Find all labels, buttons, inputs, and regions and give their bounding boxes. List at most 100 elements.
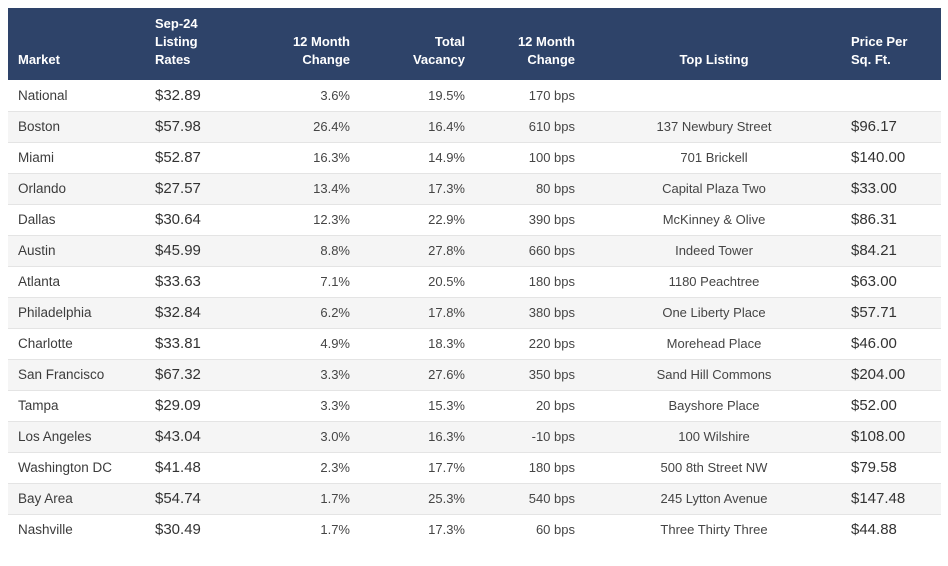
table-row: Tampa $29.09 3.3% 15.3% 20 bps Bayshore … (8, 389, 941, 421)
change-cell: 3.3% (263, 389, 358, 421)
vacancy-change-cell: 180 bps (473, 265, 583, 297)
table-row: Los Angeles $43.04 3.0% 16.3% -10 bps 10… (8, 420, 941, 452)
price-psf-cell: $33.00 (845, 172, 941, 204)
table-row: Charlotte $33.81 4.9% 18.3% 220 bps More… (8, 327, 941, 359)
rate-cell: $32.89 (155, 86, 201, 104)
table-row: Atlanta $33.63 7.1% 20.5% 180 bps 1180 P… (8, 265, 941, 297)
vacancy-cell: 16.3% (358, 420, 473, 452)
change-cell: 3.0% (263, 420, 358, 452)
vacancy-cell: 27.8% (358, 234, 473, 266)
top-listing-cell: Capital Plaza Two (583, 172, 845, 204)
price-psf-cell (845, 80, 941, 111)
rate-cell: $52.87 (148, 141, 263, 173)
top-listing-cell: Sand Hill Commons (583, 358, 845, 390)
change-cell: 6.2% (263, 296, 358, 328)
rate-cell: $54.74 (148, 482, 263, 514)
price-psf-cell: $52.00 (845, 389, 941, 421)
vacancy-change-cell: 20 bps (473, 389, 583, 421)
header-row: Market Sep-24 Listing Rates 12 Month Cha… (8, 8, 941, 80)
price-psf-cell: $140.00 (845, 141, 941, 173)
market-listing-table: Market Sep-24 Listing Rates 12 Month Cha… (8, 8, 941, 545)
price-psf-cell: $57.71 (845, 296, 941, 328)
price-psf-cell: $147.48 (845, 482, 941, 514)
column-header-market: Market (8, 8, 148, 80)
table-row: Boston $57.98 26.4% 16.4% 610 bps 137 Ne… (8, 110, 941, 142)
market-cell: San Francisco (8, 358, 148, 390)
change-cell: 3.6% (320, 87, 350, 103)
market-cell: Philadelphia (8, 296, 148, 328)
price-psf-cell: $63.00 (845, 265, 941, 297)
vacancy-change-cell: 80 bps (473, 172, 583, 204)
vacancy-cell: 15.3% (358, 389, 473, 421)
vacancy-cell: 20.5% (358, 265, 473, 297)
vacancy-cell: 27.6% (358, 358, 473, 390)
vacancy-change-cell: 170 bps (528, 87, 575, 103)
table-row: Philadelphia $32.84 6.2% 17.8% 380 bps O… (8, 296, 941, 328)
vacancy-change-cell: 100 bps (473, 141, 583, 173)
market-cell: Nashville (8, 513, 148, 545)
vacancy-cell: 17.3% (358, 513, 473, 545)
rate-cell: $30.49 (148, 513, 263, 545)
vacancy-cell: 25.3% (358, 482, 473, 514)
vacancy-change-cell: -10 bps (473, 420, 583, 452)
market-cell: Los Angeles (8, 420, 148, 452)
vacancy-cell: 18.3% (358, 327, 473, 359)
market-cell: Dallas (8, 203, 148, 235)
top-listing-cell: Bayshore Place (583, 389, 845, 421)
column-header-total-vacancy: Total Vacancy (358, 8, 473, 80)
top-listing-cell: Indeed Tower (583, 234, 845, 266)
market-cell: Miami (8, 141, 148, 173)
market-cell: National (18, 87, 68, 103)
vacancy-change-cell: 220 bps (473, 327, 583, 359)
market-cell: Boston (8, 110, 148, 142)
market-listing-table-container: Market Sep-24 Listing Rates 12 Month Cha… (8, 8, 941, 545)
price-psf-cell: $108.00 (845, 420, 941, 452)
price-psf-cell: $86.31 (845, 203, 941, 235)
change-cell: 16.3% (263, 141, 358, 173)
column-header-listing-rates: Sep-24 Listing Rates (148, 8, 263, 80)
vacancy-change-cell: 350 bps (473, 358, 583, 390)
top-listing-cell: Morehead Place (583, 327, 845, 359)
table-row: Dallas $30.64 12.3% 22.9% 390 bps McKinn… (8, 203, 941, 235)
rate-cell: $57.98 (148, 110, 263, 142)
vacancy-change-cell: 540 bps (473, 482, 583, 514)
table-row: National $32.89 3.6% 19.5% 170 bps (8, 80, 941, 111)
table-body: National $32.89 3.6% 19.5% 170 bps Bosto… (8, 80, 941, 545)
market-cell: Washington DC (8, 451, 148, 483)
vacancy-cell: 22.9% (358, 203, 473, 235)
column-header-12-month-change: 12 Month Change (263, 8, 358, 80)
price-psf-cell: $204.00 (845, 358, 941, 390)
column-header-vacancy-12-month-change: 12 Month Change (473, 8, 583, 80)
table-row: Austin $45.99 8.8% 27.8% 660 bps Indeed … (8, 234, 941, 266)
top-listing-cell: Three Thirty Three (583, 513, 845, 545)
top-listing-cell: 500 8th Street NW (583, 451, 845, 483)
table-row: Miami $52.87 16.3% 14.9% 100 bps 701 Bri… (8, 141, 941, 173)
market-cell: Atlanta (8, 265, 148, 297)
top-listing-cell: 100 Wilshire (583, 420, 845, 452)
top-listing-cell: 137 Newbury Street (583, 110, 845, 142)
top-listing-cell (583, 80, 845, 111)
market-cell: Orlando (8, 172, 148, 204)
rate-cell: $67.32 (148, 358, 263, 390)
vacancy-cell: 17.8% (358, 296, 473, 328)
top-listing-cell: 1180 Peachtree (583, 265, 845, 297)
change-cell: 13.4% (263, 172, 358, 204)
vacancy-change-cell: 380 bps (473, 296, 583, 328)
rate-cell: $43.04 (148, 420, 263, 452)
change-cell: 12.3% (263, 203, 358, 235)
table-row: Washington DC $41.48 2.3% 17.7% 180 bps … (8, 451, 941, 483)
change-cell: 4.9% (263, 327, 358, 359)
rate-cell: $45.99 (148, 234, 263, 266)
price-psf-cell: $84.21 (845, 234, 941, 266)
vacancy-cell: 16.4% (358, 110, 473, 142)
change-cell: 1.7% (263, 482, 358, 514)
vacancy-change-cell: 180 bps (473, 451, 583, 483)
top-listing-cell: McKinney & Olive (583, 203, 845, 235)
change-cell: 7.1% (263, 265, 358, 297)
vacancy-change-cell: 390 bps (473, 203, 583, 235)
rate-cell: $41.48 (148, 451, 263, 483)
market-cell: Charlotte (8, 327, 148, 359)
vacancy-change-cell: 60 bps (473, 513, 583, 545)
top-listing-cell: 701 Brickell (583, 141, 845, 173)
market-cell: Bay Area (8, 482, 148, 514)
